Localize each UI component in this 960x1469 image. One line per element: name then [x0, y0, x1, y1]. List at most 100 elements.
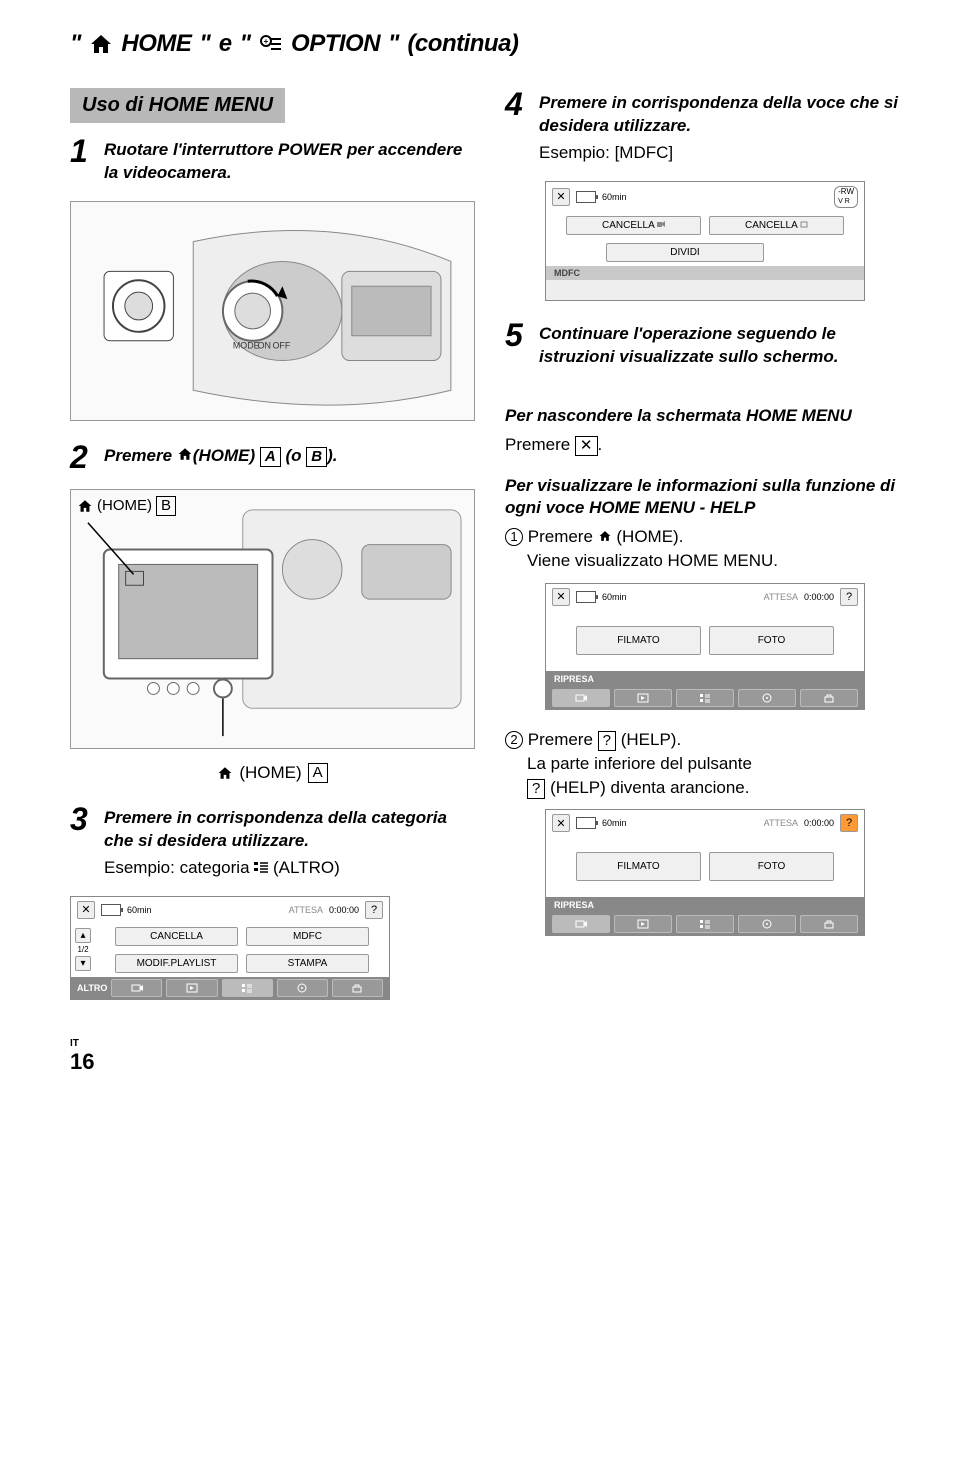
footer-list-icon[interactable] [222, 979, 273, 997]
r1-min: 60min [602, 592, 627, 602]
footer-disc-icon[interactable] [277, 979, 328, 997]
altro-time: 0:00:00 [329, 905, 359, 915]
r2-attesa: ATTESA [764, 818, 798, 828]
r2-min: 60min [602, 818, 627, 828]
step3-example: Esempio: categoria (ALTRO) [104, 857, 475, 880]
altro-mdfc-button[interactable]: MDFC [246, 927, 369, 946]
footer-disc-icon[interactable] [738, 915, 796, 933]
altro-stampa-button[interactable]: STAMPA [246, 954, 369, 973]
illustration-power: MODE ON OFF [70, 201, 475, 421]
help-sub2: 2 Premere ? (HELP). La parte inferiore d… [505, 728, 910, 799]
screen-mdfc: ✕ 60min -RWV R CANCELLA CANCELLA DIVIDI … [545, 181, 865, 301]
altro-cancella-button[interactable]: CANCELLA [115, 927, 238, 946]
battery-icon [576, 817, 596, 829]
header-e: e [219, 30, 232, 58]
screen-ripresa2: ✕ 60min ATTESA 0:00:00 ? FILMATO FOTO RI… [545, 809, 865, 936]
step1-text: Ruotare l'interruttore POWER per accende… [104, 135, 475, 185]
circled-1: 1 [505, 528, 523, 546]
home-b-box: B [156, 496, 176, 516]
altro-min: 60min [127, 905, 152, 915]
rw-icon: -RWV R [834, 186, 858, 208]
step5-text: Continuare l'operazione seguendo le istr… [539, 319, 910, 369]
footer-tools-icon[interactable] [800, 915, 858, 933]
mdfc-min: 60min [602, 192, 627, 202]
altro-footer: ALTRO [71, 977, 389, 999]
quote-close2: " [388, 30, 399, 58]
altro-pagenum: 1/2 [75, 945, 91, 954]
header-continua: (continua) [407, 30, 518, 58]
up-arrow-button[interactable]: ▴ [75, 928, 91, 943]
help-q-box2: ? [527, 779, 545, 799]
footer-list-icon[interactable] [676, 915, 734, 933]
r2-foto-button[interactable]: FOTO [709, 852, 834, 881]
footer-tools-icon[interactable] [800, 689, 858, 707]
r2-help-icon-orange[interactable]: ? [840, 814, 858, 832]
step4-example: Esempio: [MDFC] [539, 142, 910, 165]
footer-camera-icon[interactable] [552, 689, 610, 707]
section-box: Uso di HOME MENU [70, 88, 285, 123]
footer-play-icon[interactable] [166, 979, 217, 997]
r1-foto-button[interactable]: FOTO [709, 626, 834, 655]
help-sub1: 1 Premere (HOME). Viene visualizzato HOM… [505, 525, 910, 573]
svg-text:OFF: OFF [273, 341, 291, 351]
help1-home: (HOME). [616, 527, 683, 546]
quote-close: " [199, 30, 210, 58]
altro-help-icon[interactable]: ? [365, 901, 383, 919]
page-header: " HOME " e " + OPTION " (continua) [70, 30, 910, 58]
r1-attesa: ATTESA [764, 592, 798, 602]
footer-camera-icon[interactable] [111, 979, 162, 997]
header-option: OPTION [291, 30, 380, 58]
step2-b: B [306, 447, 327, 467]
r1-footer [546, 687, 864, 709]
r1-help-icon[interactable]: ? [840, 588, 858, 606]
help2-pre: Premere [528, 730, 593, 749]
page-number: 16 [70, 1049, 910, 1075]
mdfc-cancella2-button[interactable]: CANCELLA [709, 216, 844, 235]
help-q-box: ? [598, 731, 616, 751]
footer-tools-icon[interactable] [332, 979, 383, 997]
r2-filmato-button[interactable]: FILMATO [576, 852, 701, 881]
footer-play-icon[interactable] [614, 689, 672, 707]
header-home: HOME [121, 30, 191, 58]
r1-filmato-button[interactable]: FILMATO [576, 626, 701, 655]
mdfc-cancella1-button[interactable]: CANCELLA [566, 216, 701, 235]
mdfc-dividi-button[interactable]: DIVIDI [606, 243, 764, 262]
step2-a: A [260, 447, 281, 467]
altro-close-icon[interactable]: ✕ [77, 901, 95, 919]
step-1: 1 Ruotare l'interruttore POWER per accen… [70, 135, 475, 185]
altro-attesa: ATTESA [289, 905, 323, 915]
home-a-label-row: (HOME) A [70, 763, 475, 783]
down-arrow-button[interactable]: ▾ [75, 956, 91, 971]
svg-text:+: + [264, 37, 269, 46]
battery-icon [101, 904, 121, 916]
step5-num: 5 [505, 319, 529, 351]
r2-close-icon[interactable]: ✕ [552, 814, 570, 832]
x-icon-box: ✕ [575, 436, 598, 456]
screen-altro: ✕ 60min ATTESA 0:00:00 ? ▴ 1/2 ▾ CANCELL… [70, 896, 390, 1000]
battery-icon [576, 191, 596, 203]
step-4: 4 Premere in corrispondenza della voce c… [505, 88, 910, 165]
help2-line2b: (HELP) diventa arancione. [550, 778, 749, 797]
r1-close-icon[interactable]: ✕ [552, 588, 570, 606]
circled-2: 2 [505, 731, 523, 749]
step4-text: Premere in corrispondenza della voce che… [539, 88, 910, 138]
home-a-text: (HOME) [239, 763, 301, 783]
footer-camera-icon[interactable] [552, 915, 610, 933]
help-title: Per visualizzare le informazioni sulla f… [505, 475, 910, 519]
altro-modif-button[interactable]: MODIF.PLAYLIST [115, 954, 238, 973]
list-icon [254, 857, 268, 880]
quote-open2: " [240, 30, 251, 58]
svg-text:ON: ON [258, 341, 271, 351]
help2-line2a: La parte inferiore del pulsante [527, 752, 752, 776]
hide-home-title: Per nascondere la schermata HOME MENU [505, 405, 910, 427]
mdfc-close-icon[interactable]: ✕ [552, 188, 570, 206]
footer-disc-icon[interactable] [738, 689, 796, 707]
step-5: 5 Continuare l'operazione seguendo le is… [505, 319, 910, 369]
footer-play-icon[interactable] [614, 915, 672, 933]
step3-ex-post: (ALTRO) [273, 858, 340, 877]
r2-ripresa-bar: RIPRESA [546, 897, 864, 913]
help2-help: (HELP). [621, 730, 681, 749]
footer-list-icon[interactable] [676, 689, 734, 707]
option-icon: + [259, 33, 283, 55]
step2-o: (o [285, 446, 301, 465]
